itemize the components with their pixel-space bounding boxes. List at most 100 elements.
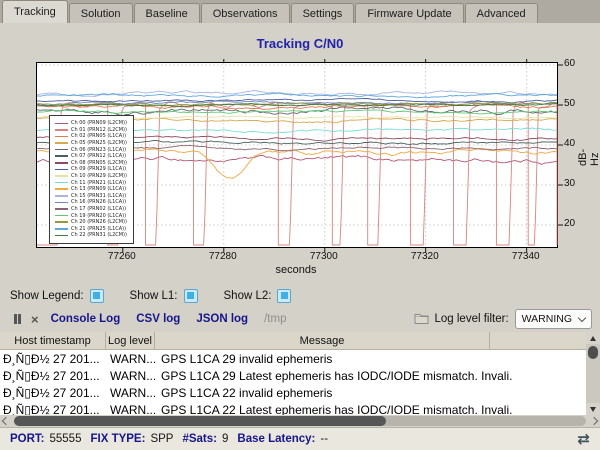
legend-swatch <box>55 182 68 184</box>
table-row[interactable]: Ð¸Ñ▯Ð½ 27 201...WARN...GPS L1CA 29 inval… <box>0 350 586 367</box>
legend-entry: Ch 06 (PRN23 (L1CA)) <box>55 146 127 153</box>
legend-label: Ch 11 (PRN21 (L1CA)) <box>71 180 126 186</box>
legend-entry: Ch 10 (PRN29 (L2CM)) <box>55 173 127 180</box>
y-axis-label: dB-Hz <box>577 144 600 166</box>
tab-advanced[interactable]: Advanced <box>465 3 538 23</box>
column-header-log-level[interactable]: Log level <box>106 332 155 349</box>
x-tick-label: 77300 <box>310 251 338 262</box>
legend-label: Ch 06 (PRN23 (L1CA)) <box>71 147 126 153</box>
legend-entry: Ch 00 (PRN09 (L2CM)) <box>55 120 127 127</box>
legend-swatch <box>55 162 68 164</box>
tab-settings[interactable]: Settings <box>291 3 355 23</box>
legend-swatch <box>55 123 68 125</box>
tab-baseline[interactable]: Baseline <box>134 3 200 23</box>
app-window: { "tabs": [ {"label": "Tracking", "activ… <box>0 0 600 450</box>
legend-swatch <box>55 221 68 223</box>
cell-timestamp: Ð¸Ñ▯Ð½ 27 201... <box>0 386 106 400</box>
x-tick-label: 77340 <box>512 251 540 262</box>
horizontal-scrollbar-track[interactable] <box>14 416 586 426</box>
cell-timestamp: Ð¸Ñ▯Ð½ 27 201... <box>0 352 106 366</box>
legend-entry: Ch 20 (PRN26 (L2CM)) <box>55 219 127 226</box>
legend-entry: Ch 01 (PRN12 (L2CM)) <box>55 127 127 134</box>
legend-swatch <box>55 169 68 171</box>
status-label: FIX TYPE: <box>90 433 145 445</box>
legend-label: Ch 05 (PRN25 (L2CM)) <box>71 140 127 146</box>
table-row[interactable]: Ð¸Ñ▯Ð½ 27 201...WARN...GPS L1CA 29 Lates… <box>0 367 586 384</box>
pause-icon[interactable] <box>14 314 21 324</box>
status-bar: PORT:55555FIX TYPE:SPP#Sats:9Base Latenc… <box>0 427 600 450</box>
json-log-link[interactable]: JSON log <box>196 313 248 325</box>
y-tick-label: 30 <box>564 178 575 189</box>
series-line-11 <box>37 91 557 97</box>
column-header-message[interactable]: Message <box>155 332 490 349</box>
legend-entry: Ch 19 (PRN20 (L1CA)) <box>55 212 127 219</box>
status-item: FIX TYPE:SPP <box>90 433 173 445</box>
show-l1-label: Show L1: <box>130 290 178 302</box>
legend-label: Ch 00 (PRN09 (L2CM)) <box>71 120 127 126</box>
table-vertical-scrollbar[interactable] <box>586 332 600 415</box>
tab-tracking[interactable]: Tracking <box>2 0 68 23</box>
show-l1-checkbox[interactable] <box>184 289 198 303</box>
checkbox-check-mark <box>187 292 194 299</box>
scroll-left-arrow[interactable] <box>0 415 12 427</box>
legend-entry: Ch 05 (PRN25 (L2CM)) <box>55 140 127 147</box>
status-value: 9 <box>222 433 228 445</box>
checkbox-check-mark <box>281 292 288 299</box>
y-tick-label: 20 <box>564 218 575 229</box>
y-tick-label: 50 <box>564 98 575 109</box>
column-header-host-timestamp[interactable]: Host timestamp <box>0 332 106 349</box>
cell-log-level: WARN... <box>106 403 155 416</box>
console-log-link[interactable]: Console Log <box>51 313 121 325</box>
legend-swatch <box>55 215 68 217</box>
table-row[interactable]: Ð¸Ñ▯Ð½ 27 201...WARN...GPS L1CA 22 Lates… <box>0 401 586 415</box>
legend-entry: Ch 15 (PRN31 (L1CA)) <box>55 193 127 200</box>
chevron-down-icon <box>578 313 586 321</box>
column-header-filler <box>490 332 586 349</box>
legend-label: Ch 20 (PRN26 (L2CM)) <box>71 219 127 225</box>
legend-label: Ch 10 (PRN29 (L2CM)) <box>71 173 127 179</box>
legend-swatch <box>55 228 68 230</box>
legend-swatch <box>55 142 68 144</box>
csv-log-link[interactable]: CSV log <box>136 313 180 325</box>
horizontal-scrollbar-thumb[interactable] <box>14 416 386 426</box>
checkbox-check-mark <box>93 292 100 299</box>
chart-options-row: Show Legend: Show L1: Show L2: <box>0 285 600 306</box>
scroll-up-arrow[interactable] <box>586 332 600 344</box>
status-label: Base Latency: <box>237 433 315 445</box>
cell-log-level: WARN... <box>106 352 155 366</box>
log-level-filter-dropdown[interactable]: WARNING <box>515 309 592 329</box>
tab-firmware-update[interactable]: Firmware Update <box>355 3 463 23</box>
status-value: -- <box>320 433 328 445</box>
legend-entry: Ch 02 (PRN05 (L1CA)) <box>55 133 127 140</box>
status-items: PORT:55555FIX TYPE:SPP#Sats:9Base Latenc… <box>10 433 337 445</box>
refresh-icon[interactable]: ⇄ <box>577 432 590 447</box>
triangle-down-icon <box>590 407 596 412</box>
log-filter-group: Log level filter: WARNING <box>414 309 592 329</box>
legend-swatch <box>55 175 68 177</box>
x-axis-label: seconds <box>36 264 556 276</box>
vertical-scrollbar-thumb[interactable] <box>588 346 598 359</box>
folder-icon <box>414 313 429 325</box>
tab-bar: TrackingSolutionBaselineObservationsSett… <box>0 0 600 23</box>
scroll-right-arrow[interactable] <box>588 415 600 427</box>
scroll-down-arrow[interactable] <box>586 403 600 415</box>
y-tick-label: 40 <box>564 138 575 149</box>
table-body: Ð¸Ñ▯Ð½ 27 201...WARN...GPS L1CA 29 inval… <box>0 350 586 415</box>
show-legend-group: Show Legend: <box>10 289 104 303</box>
legend-entry: Ch 13 (PRN09 (L1CA)) <box>55 186 127 193</box>
cell-timestamp: Ð¸Ñ▯Ð½ 27 201... <box>0 369 106 383</box>
legend-entry: Ch 21 (PRN25 (L1CA)) <box>55 226 127 233</box>
legend-swatch <box>55 136 68 138</box>
table-horizontal-scrollbar[interactable] <box>0 415 600 427</box>
legend-entry: Ch 07 (PRN12 (L1CA)) <box>55 153 127 160</box>
tab-observations[interactable]: Observations <box>201 3 290 23</box>
triangle-up-icon <box>590 336 596 341</box>
close-icon[interactable]: × <box>31 313 39 326</box>
show-legend-checkbox[interactable] <box>90 289 104 303</box>
legend-label: Ch 16 (PRN26 (L1CA)) <box>71 199 126 205</box>
legend-entry: Ch 16 (PRN26 (L1CA)) <box>55 199 127 206</box>
show-l2-checkbox[interactable] <box>277 289 291 303</box>
legend-label: Ch 13 (PRN09 (L1CA)) <box>71 186 126 192</box>
tab-solution[interactable]: Solution <box>69 3 133 23</box>
table-row[interactable]: Ð¸Ñ▯Ð½ 27 201...WARN...GPS L1CA 22 inval… <box>0 384 586 401</box>
